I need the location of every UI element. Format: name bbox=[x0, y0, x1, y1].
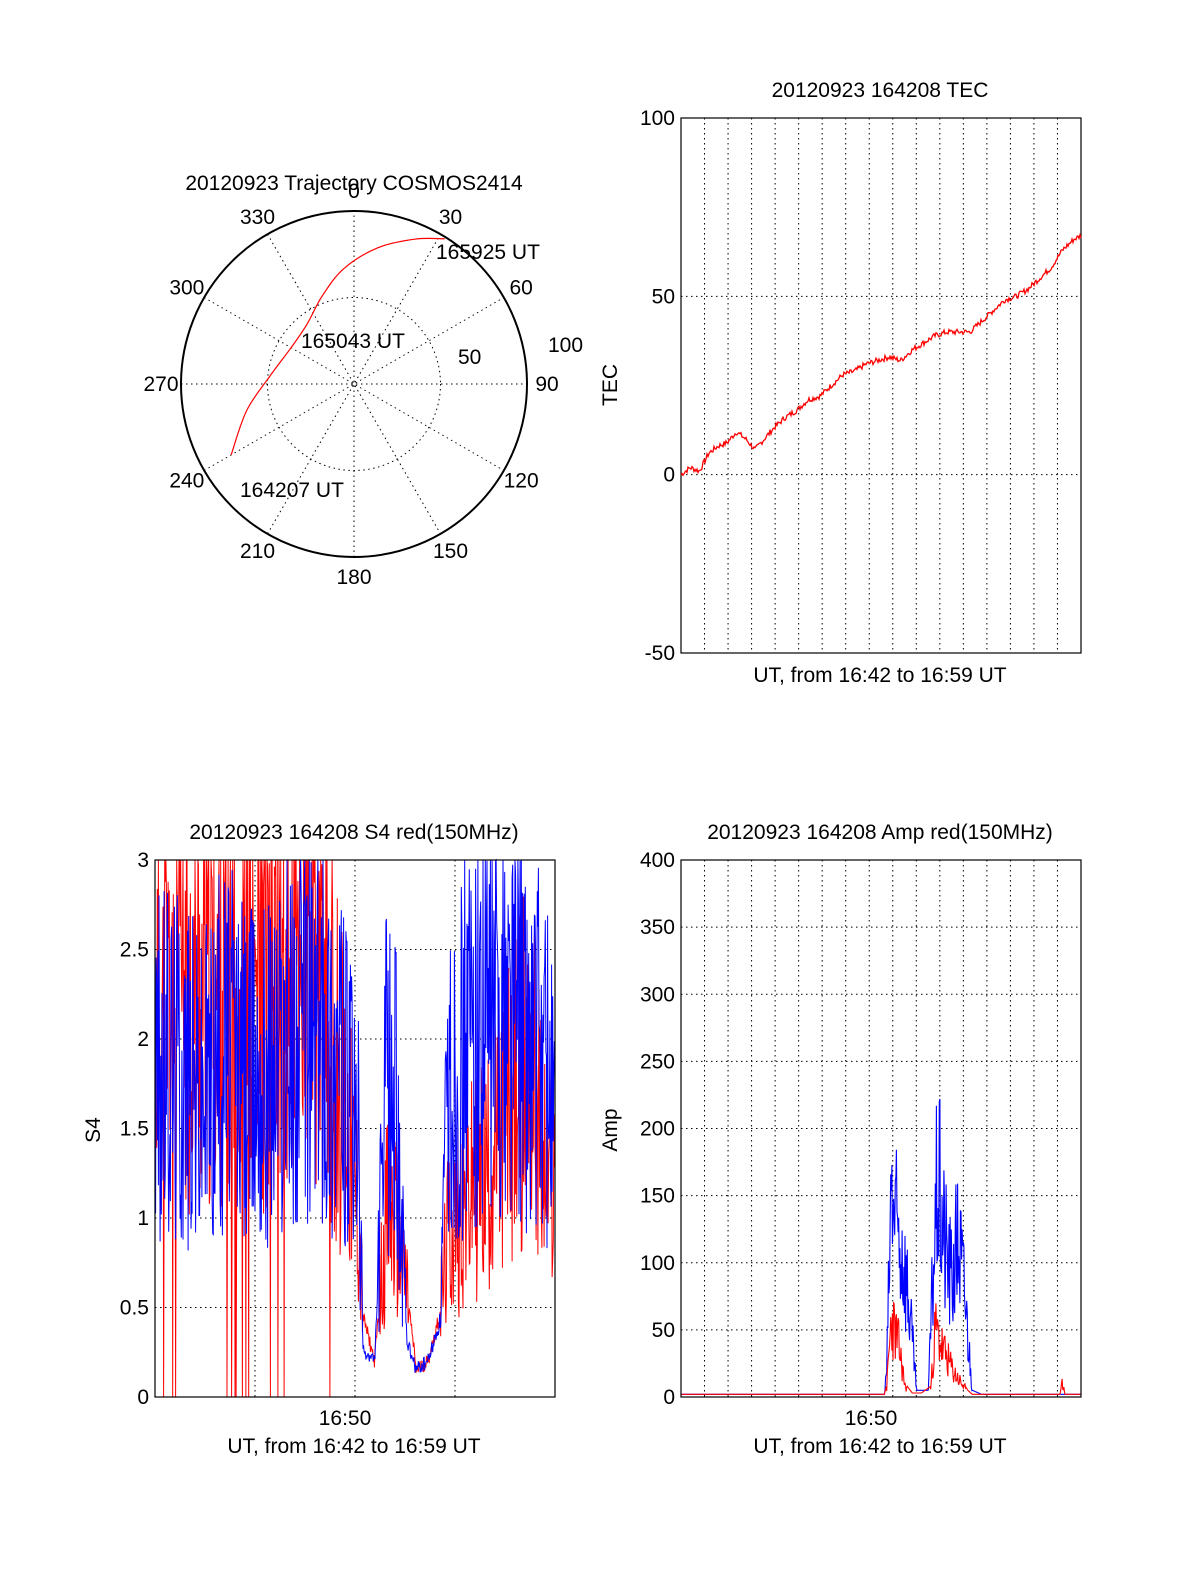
amp-ylabel: Amp bbox=[599, 1108, 622, 1151]
amp-grid bbox=[681, 860, 1081, 1397]
s4-xlabel: UT, from 16:42 to 16:59 UT bbox=[227, 1435, 480, 1458]
polar-radial-label-50: 50 bbox=[458, 346, 481, 369]
polar-azimuth-label: 300 bbox=[169, 277, 204, 300]
y-tick-label: 0 bbox=[663, 1386, 675, 1409]
s4-xtick-label: 16:50 bbox=[319, 1407, 372, 1430]
y-tick-label: 150 bbox=[640, 1185, 675, 1208]
polar-grid bbox=[181, 211, 527, 557]
annotation-end-time: 165925 UT bbox=[436, 241, 540, 264]
y-tick-label: 250 bbox=[640, 1050, 675, 1073]
polar-azimuth-label: 90 bbox=[535, 373, 558, 396]
s4-ylabel: S4 bbox=[82, 1117, 105, 1143]
polar-azimuth-label: 150 bbox=[433, 540, 468, 563]
y-tick-label: 1.5 bbox=[120, 1118, 149, 1141]
amp-red-series bbox=[681, 1301, 1081, 1395]
polar-azimuth-label: 180 bbox=[336, 566, 371, 589]
y-tick-label: 50 bbox=[652, 285, 675, 308]
polar-azimuth-label: 120 bbox=[504, 470, 539, 493]
polar-azimuth-label: 270 bbox=[143, 373, 178, 396]
tec-y-tick-labels: -50 0 50 100 bbox=[640, 107, 675, 665]
polar-azimuth-label: 240 bbox=[169, 470, 204, 493]
amp-plot: 20120923 164208 Amp red(150MHz) 0 50 100 15… bbox=[599, 821, 1082, 1458]
y-tick-label: 100 bbox=[640, 1252, 675, 1275]
amp-frame bbox=[680, 859, 1082, 1398]
polar-azimuth-label: 330 bbox=[240, 206, 275, 229]
y-tick-label: 2 bbox=[137, 1028, 149, 1051]
polar-inner-ring bbox=[267, 297, 441, 471]
y-tick-label: 1 bbox=[137, 1207, 149, 1230]
y-tick-label: 200 bbox=[640, 1118, 675, 1141]
amp-xlabel: UT, from 16:42 to 16:59 UT bbox=[753, 1435, 1006, 1458]
amp-xtick-label: 16:50 bbox=[845, 1407, 898, 1430]
y-tick-label: 0.5 bbox=[120, 1297, 149, 1320]
tec-grid bbox=[681, 118, 1081, 653]
s4-series-group bbox=[154, 858, 556, 1398]
tec-ylabel: TEC bbox=[599, 364, 622, 406]
y-tick-label: 400 bbox=[640, 849, 675, 872]
polar-title: 20120923 Trajectory COSMOS2414 bbox=[185, 172, 523, 195]
y-tick-label: 0 bbox=[663, 464, 675, 487]
annotation-start-time: 164207 UT bbox=[240, 479, 344, 502]
tec-title: 20120923 164208 TEC bbox=[772, 79, 989, 102]
y-tick-label: 50 bbox=[652, 1319, 675, 1342]
y-tick-label: 3 bbox=[137, 849, 149, 872]
amp-title: 20120923 164208 Amp red(150MHz) bbox=[707, 821, 1053, 844]
polar-radial-label-100: 100 bbox=[548, 334, 583, 357]
polar-azimuth-label: 60 bbox=[509, 277, 532, 300]
polar-spoke bbox=[203, 297, 505, 471]
polar-azimuth-label: 210 bbox=[240, 540, 275, 563]
polar-azimuth-label: 0 bbox=[348, 180, 360, 203]
s4-y-tick-labels: 0 0.5 1 1.5 2 2.5 3 bbox=[120, 849, 149, 1409]
amp-blue-series bbox=[681, 1098, 1081, 1395]
annotation-mid-time: 165043 UT bbox=[301, 330, 405, 353]
polar-azimuth-label: 30 bbox=[439, 206, 462, 229]
y-tick-label: 2.5 bbox=[120, 939, 149, 962]
y-tick-label: 100 bbox=[640, 107, 675, 130]
tec-plot: 20120923 164208 TEC -50 0 50 100 TEC UT, fr… bbox=[599, 79, 1082, 687]
y-tick-label: 300 bbox=[640, 983, 675, 1006]
tec-xlabel: UT, from 16:42 to 16:59 UT bbox=[753, 664, 1006, 687]
s4-red-series bbox=[154, 859, 556, 1398]
y-tick-label: 350 bbox=[640, 916, 675, 939]
y-tick-label: -50 bbox=[645, 642, 675, 665]
s4-blue-series bbox=[154, 858, 556, 1373]
polar-trajectory-track bbox=[230, 237, 445, 456]
tec-frame bbox=[680, 117, 1082, 654]
y-tick-label: 0 bbox=[137, 1386, 149, 1409]
polar-trajectory-plot: 20120923 Trajectory COSMOS2414 0 30 60 90 12… bbox=[143, 172, 583, 589]
s4-frame bbox=[154, 859, 556, 1398]
s4-title: 20120923 164208 S4 red(150MHz) bbox=[189, 821, 518, 844]
polar-azimuth-labels: 0 30 60 90 120 150 180 210 240 270 300 330 bbox=[143, 180, 558, 589]
polar-outer-circle bbox=[180, 210, 528, 558]
polar-spoke bbox=[203, 297, 505, 471]
amp-series-group bbox=[681, 1098, 1081, 1395]
s4-plot: 20120923 164208 S4 red(150MHz) 0 0.5 1 1.5 2… bbox=[82, 821, 556, 1458]
amp-y-tick-labels: 0 50 100 150 200 250 300 350 400 bbox=[640, 849, 675, 1409]
tec-series-line bbox=[680, 232, 1082, 477]
